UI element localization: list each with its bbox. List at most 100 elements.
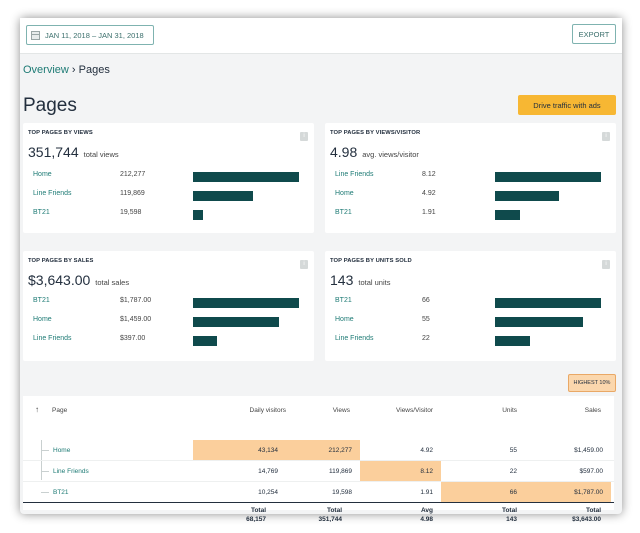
card-total: 143 total units <box>330 272 390 288</box>
top-bar: JAN 11, 2018 – JAN 31, 2018 EXPORT <box>20 18 622 54</box>
card-row-bar <box>193 210 203 220</box>
card-total-value: 4.98 <box>330 144 358 160</box>
card-row-bar <box>193 172 299 182</box>
app-frame: JAN 11, 2018 – JAN 31, 2018 EXPORT Overv… <box>20 18 622 523</box>
cell-views-per-visitor: 8.12 <box>360 461 441 481</box>
info-icon[interactable]: i <box>300 260 308 269</box>
card-row: BT21 66 <box>335 297 605 309</box>
col-header-views[interactable]: Views <box>332 407 350 414</box>
card-total: 351,744 total views <box>28 144 119 160</box>
card-row-bar <box>495 172 601 182</box>
card-row-name[interactable]: Home <box>33 171 52 178</box>
card-row-bar <box>495 210 520 220</box>
total-daily-visitors: Total 68,157 <box>246 507 266 523</box>
card-row-name[interactable]: BT21 <box>335 297 352 304</box>
card-row-name[interactable]: Line Friends <box>335 335 374 342</box>
card-top-sales: TOP PAGES BY SALES i $3,643.00 total sal… <box>23 251 314 361</box>
card-row-value: 4.92 <box>422 190 436 197</box>
cell-sales: $1,787.00 <box>525 482 611 502</box>
cell-daily-visitors: 10,254 <box>258 488 278 496</box>
card-row-bar <box>193 191 253 201</box>
card-top-views: TOP PAGES BY VIEWS i 351,744 total views… <box>23 123 314 233</box>
card-row-bar <box>495 298 601 308</box>
cell-views: 212,277 <box>286 440 360 460</box>
cell-units: 66 <box>441 482 525 502</box>
card-row-value: 1.91 <box>422 209 436 216</box>
card-row: Home 55 <box>335 316 605 328</box>
drive-traffic-button[interactable]: Drive traffic with ads <box>518 95 616 115</box>
card-top-units: TOP PAGES BY UNITS SOLD i 143 total unit… <box>325 251 616 361</box>
card-row-value: $1,787.00 <box>120 297 152 304</box>
card-row-bar <box>193 317 279 327</box>
total-units: Total 143 <box>501 507 517 523</box>
date-range-label: JAN 11, 2018 – JAN 31, 2018 <box>45 30 144 40</box>
tree-branch <box>41 450 49 451</box>
card-total-sub: total units <box>358 278 391 287</box>
card-row-value: 19,598 <box>120 209 142 216</box>
card-total-sub: total views <box>83 150 119 159</box>
total-sales: Total $3,643.00 <box>572 507 601 523</box>
card-total: $3,643.00 total sales <box>28 272 129 288</box>
sort-arrow-up-icon[interactable]: ↑ <box>35 405 39 414</box>
row-page-link[interactable]: BT21 <box>53 488 69 496</box>
tree-branch <box>41 492 49 493</box>
card-total-value: 351,744 <box>28 144 79 160</box>
card-row-value: 66 <box>422 297 430 304</box>
info-icon[interactable]: i <box>300 132 308 141</box>
date-range-picker[interactable]: JAN 11, 2018 – JAN 31, 2018 <box>26 25 154 45</box>
breadcrumb: Overview › Pages <box>23 64 110 76</box>
card-row-name[interactable]: Line Friends <box>335 171 374 178</box>
cell-sales: $597.00 <box>579 467 604 475</box>
card-label: TOP PAGES BY UNITS SOLD <box>330 258 412 264</box>
cell-units: 55 <box>509 446 517 454</box>
col-header-daily-visitors[interactable]: Daily visitors <box>249 407 286 414</box>
info-icon[interactable]: i <box>602 260 610 269</box>
card-row-value: 119,869 <box>120 190 145 197</box>
card-row-value: $397.00 <box>120 335 146 342</box>
table-row: BT21 10,254 19,598 1.91 66 $1,787.00 <box>23 482 614 503</box>
breadcrumb-current: Pages <box>78 64 110 76</box>
page-title: Pages <box>23 95 77 116</box>
card-row: BT21 1.91 <box>335 209 605 221</box>
card-row-value: 212,277 <box>120 171 146 178</box>
card-row-name[interactable]: Home <box>335 190 354 197</box>
card-row: BT21 $1,787.00 <box>33 297 303 309</box>
cell-views: 19,598 <box>332 488 352 496</box>
total-views: Total 351,744 <box>318 507 343 523</box>
card-row-name[interactable]: BT21 <box>33 209 50 216</box>
card-row-bar <box>193 298 299 308</box>
col-header-sales[interactable]: Sales <box>584 407 601 414</box>
breadcrumb-overview-link[interactable]: Overview <box>23 64 69 76</box>
card-row: Home 4.92 <box>335 190 605 202</box>
card-label: TOP PAGES BY SALES <box>28 258 94 264</box>
card-row-bar <box>193 336 217 346</box>
card-row: Line Friends $397.00 <box>33 335 303 347</box>
row-page-link[interactable]: Line Friends <box>53 467 89 475</box>
info-icon[interactable]: i <box>602 132 610 141</box>
card-row-bar <box>495 336 530 346</box>
card-row-name[interactable]: Home <box>335 316 354 323</box>
row-page-link[interactable]: Home <box>53 446 71 454</box>
cell-views-per-visitor: 1.91 <box>420 488 433 496</box>
col-header-units[interactable]: Units <box>502 407 517 414</box>
breadcrumb-separator: › <box>71 64 76 76</box>
card-total: 4.98 avg. views/visitor <box>330 144 419 160</box>
card-row-name[interactable]: BT21 <box>335 209 352 216</box>
table-row: Home 43,134 212,277 4.92 55 $1,459.00 <box>23 440 614 461</box>
calendar-icon <box>31 30 40 40</box>
card-row: Line Friends 22 <box>335 335 605 347</box>
card-row-name[interactable]: Line Friends <box>33 190 72 197</box>
col-header-views-per-visitor[interactable]: Views/Visitor <box>396 407 433 414</box>
card-row-value: 55 <box>422 316 430 323</box>
card-row-value: 8.12 <box>422 171 436 178</box>
cell-daily-visitors: 14,769 <box>258 467 278 475</box>
col-header-page[interactable]: Page <box>52 407 68 414</box>
card-row-name[interactable]: Home <box>33 316 52 323</box>
card-label: TOP PAGES BY VIEWS <box>28 130 93 136</box>
card-row-name[interactable]: Line Friends <box>33 335 72 342</box>
export-button[interactable]: EXPORT <box>572 24 616 44</box>
highest-10-toggle[interactable]: HIGHEST 10% <box>568 374 616 392</box>
table-row: Line Friends 14,769 119,869 8.12 22 $597.00 <box>23 461 614 482</box>
cell-sales: $1,459.00 <box>574 446 603 454</box>
card-row-name[interactable]: BT21 <box>33 297 50 304</box>
